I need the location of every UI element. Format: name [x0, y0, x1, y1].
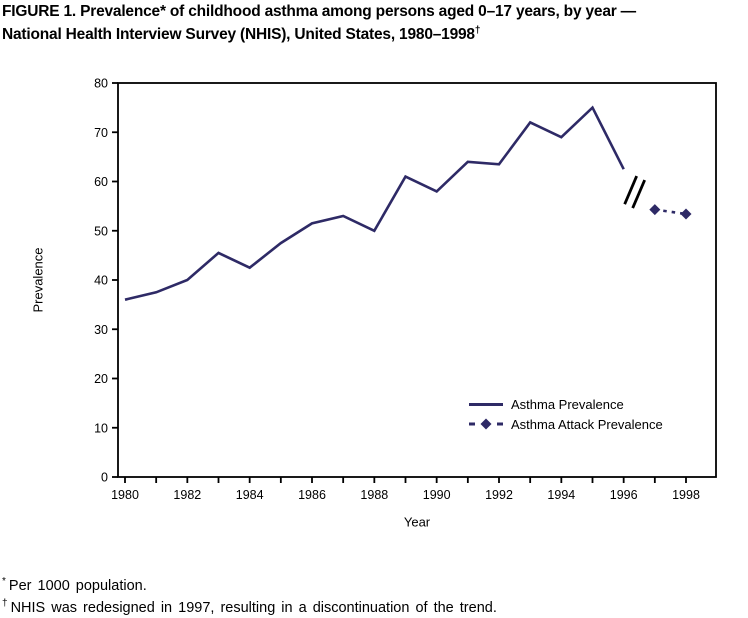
solid-line-swatch: [469, 402, 503, 406]
legend-label-asthma-prevalence: Asthma Prevalence: [511, 396, 624, 412]
x-tick-label-1992: 1992: [485, 488, 513, 502]
footnote-per-1000: * Per 1000 population.: [2, 573, 742, 595]
dash-left: [469, 422, 475, 426]
x-tick-label-1990: 1990: [423, 488, 451, 502]
asthma-attack-diamond-1997: [649, 204, 661, 216]
y-tick-label-20: 20: [94, 372, 108, 386]
footnote-text-per-1000: Per 1000 population.: [8, 577, 147, 594]
footnote-marker-asterisk: *: [2, 576, 6, 587]
y-tick-label-30: 30: [94, 323, 108, 337]
x-tick-label-1996: 1996: [610, 488, 638, 502]
trend-break-slash-2: [631, 179, 646, 209]
figure-title-line1: FIGURE 1. Prevalence* of childhood asthm…: [2, 3, 636, 20]
x-tick-label-1980: 1980: [111, 488, 139, 502]
x-tick-label-1988: 1988: [360, 488, 388, 502]
legend-item-asthma-prevalence: Asthma Prevalence: [469, 394, 663, 414]
x-tick-label-1984: 1984: [236, 488, 264, 502]
footnote-marker-dagger: †: [2, 598, 8, 610]
y-tick-label-0: 0: [101, 471, 108, 485]
y-tick-label-80: 80: [94, 77, 108, 91]
figure-title-dagger: †: [474, 25, 481, 36]
y-tick-label-50: 50: [94, 224, 108, 238]
dash-right: [497, 422, 503, 426]
asthma-prevalence-line: [124, 105, 625, 301]
x-tick-label-1994: 1994: [547, 488, 575, 502]
footnotes: * Per 1000 population. † NHIS was redesign…: [2, 573, 742, 618]
y-axis-title: Prevalence: [30, 247, 46, 313]
figure-title-line2-text: National Health Interview Survey (NHIS),…: [2, 26, 475, 44]
x-axis-title: Year: [403, 514, 431, 530]
x-tick-label-1986: 1986: [298, 488, 326, 502]
y-tick-label-60: 60: [94, 175, 108, 189]
footnote-text-nhis-redesign: NHIS was redesigned in 1997, resulting i…: [10, 600, 497, 617]
diamond-marker-icon: [480, 418, 492, 430]
x-tick-label-1982: 1982: [173, 488, 201, 502]
legend-label-asthma-attack-prevalence: Asthma Attack Prevalence: [511, 416, 663, 432]
y-tick-label-40: 40: [94, 274, 108, 288]
asthma-prevalence-chart: 0 10 20 30 40 50 60 70 80 1980 1982 1984 1986 1988 199…: [94, 77, 717, 502]
dashed-diamond-swatch: [469, 418, 503, 430]
legend: Asthma Prevalence Asthma Attack Prevalen…: [469, 394, 663, 434]
y-tick-label-10: 10: [94, 421, 108, 435]
x-tick-label-1998: 1998: [672, 488, 700, 502]
footnote-nhis-redesign: † NHIS was redesigned in 1997, resulting …: [2, 595, 742, 617]
y-tick-label-70: 70: [94, 126, 108, 140]
figure-title-line2: National Health Interview Survey (NHIS),…: [2, 21, 748, 44]
figure-title: FIGURE 1. Prevalence* of childhood asthm…: [2, 2, 748, 44]
trend-break-slash-1: [623, 175, 638, 205]
legend-item-asthma-attack-prevalence: Asthma Attack Prevalence: [469, 414, 663, 434]
asthma-attack-dashed-line: [654, 208, 687, 216]
asthma-attack-diamond-1998: [680, 208, 692, 220]
